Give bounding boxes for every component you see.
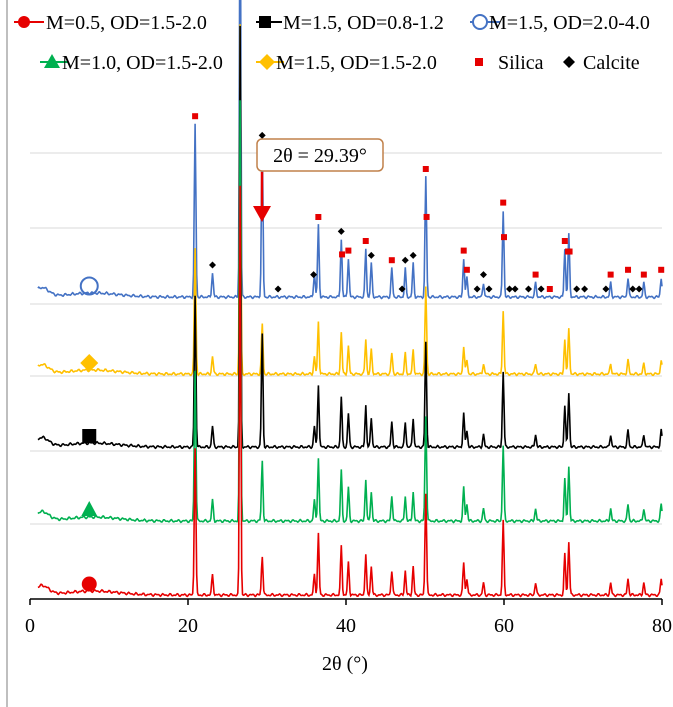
- silica-peak-marker: [192, 113, 199, 120]
- legend-label: M=1.5, OD=2.0-4.0: [489, 12, 650, 34]
- silica-peak-marker: [315, 213, 322, 220]
- legend-circle-marker-icon: [18, 16, 30, 28]
- silica-peak-marker: [460, 247, 467, 254]
- calcite-peak-marker: [401, 256, 409, 264]
- calcite-peak-marker: [506, 285, 514, 293]
- calcite-peak-marker: [208, 261, 216, 269]
- legend-label: Silica: [498, 52, 544, 74]
- legend-open-circle-marker-icon: [472, 14, 488, 30]
- legend-square-marker-icon: [475, 58, 483, 66]
- calcite-peak-marker: [409, 251, 417, 259]
- legend: M=0.5, OD=1.5-2.0 M=1.5, OD=0.8-1.2 M=1.…: [14, 12, 650, 74]
- series-line: [37, 0, 663, 300]
- x-tick-label: 40: [336, 615, 356, 637]
- silica-peak-marker: [362, 238, 369, 244]
- annotation-label: 2θ = 29.39°: [273, 145, 367, 167]
- annotation-arrow-head-icon: [253, 206, 271, 222]
- calcite-peak-marker: [398, 285, 406, 293]
- calcite-peak-marker: [337, 227, 345, 235]
- legend-diamond-marker-icon: [259, 54, 275, 70]
- silica-peak-marker: [339, 251, 346, 258]
- calcite-peak-marker: [485, 285, 493, 293]
- calcite-peak-marker: [511, 285, 519, 293]
- legend-item-m15-od08-12: M=1.5, OD=0.8-1.2: [256, 12, 444, 34]
- silica-peak-marker: [532, 271, 539, 278]
- calcite-peak-marker: [635, 285, 643, 293]
- legend-label: M=1.0, OD=1.5-2.0: [62, 52, 223, 74]
- calcite-peak-marker: [581, 285, 589, 293]
- silica-peak-marker: [658, 266, 665, 273]
- calcite-peak-marker: [367, 251, 375, 259]
- silica-peak-marker: [625, 266, 632, 273]
- calcite-peak-marker: [258, 131, 266, 139]
- calcite-peak-marker: [602, 285, 610, 293]
- series-marker: [80, 354, 99, 372]
- series-line: [37, 100, 663, 524]
- legend-label: Calcite: [583, 52, 640, 74]
- legend-label: M=1.5, OD=0.8-1.2: [283, 12, 444, 34]
- silica-peak-marker: [640, 271, 647, 278]
- x-tick-label: 0: [25, 615, 35, 637]
- silica-peak-marker: [561, 237, 568, 244]
- silica-peak-marker: [463, 266, 470, 273]
- silica-peak-marker: [607, 271, 614, 278]
- calcite-peak-marker: [479, 271, 487, 279]
- legend-item-silica: Silica: [475, 52, 544, 74]
- silica-peak-marker: [422, 166, 429, 172]
- calcite-peak-marker: [274, 285, 282, 293]
- silica-peak-marker: [501, 234, 507, 241]
- silica-peak-marker: [566, 248, 573, 255]
- legend-item-m15-od20-40: M=1.5, OD=2.0-4.0: [470, 12, 650, 34]
- calcite-peak-marker: [573, 285, 581, 293]
- calcite-peak-marker: [310, 271, 318, 279]
- silica-peak-marker: [500, 199, 507, 206]
- x-axis-label: 2θ (°): [322, 653, 368, 675]
- series-marker: [82, 429, 97, 443]
- legend-item-m10-od15-20: M=1.0, OD=1.5-2.0: [40, 52, 223, 74]
- legend-item-m05-od15-20: M=0.5, OD=1.5-2.0: [14, 12, 207, 34]
- legend-diamond-marker-icon: [563, 56, 575, 68]
- phase-markers: [192, 113, 665, 293]
- silica-peak-marker: [546, 286, 553, 292]
- series-group: [37, 0, 663, 598]
- peak-annotation: 2θ = 29.39°: [253, 138, 384, 222]
- x-tick-label: 80: [652, 615, 672, 637]
- silica-peak-marker: [345, 247, 352, 254]
- legend-item-m15-od15-20: M=1.5, OD=1.5-2.0: [256, 52, 437, 74]
- calcite-peak-marker: [473, 285, 481, 293]
- series-marker: [81, 576, 97, 592]
- series-marker: [79, 276, 99, 296]
- calcite-peak-marker: [524, 285, 532, 293]
- series-line: [37, 24, 663, 377]
- legend-square-marker-icon: [259, 16, 271, 28]
- annotation-box: [256, 138, 384, 172]
- legend-label: M=0.5, OD=1.5-2.0: [46, 12, 207, 34]
- x-axis: 0 20 40 60 80: [25, 598, 672, 637]
- series-line: [37, 185, 663, 598]
- series-line: [37, 25, 663, 450]
- legend-item-calcite: Calcite: [563, 52, 640, 74]
- calcite-peak-marker: [537, 285, 545, 293]
- series-marker: [81, 501, 98, 516]
- x-tick-label: 60: [494, 615, 514, 637]
- legend-triangle-marker-icon: [44, 54, 60, 68]
- legend-label: M=1.5, OD=1.5-2.0: [276, 52, 437, 74]
- x-tick-label: 20: [178, 615, 198, 637]
- silica-peak-marker: [423, 213, 430, 220]
- silica-peak-marker: [388, 257, 395, 264]
- calcite-peak-marker: [629, 285, 637, 293]
